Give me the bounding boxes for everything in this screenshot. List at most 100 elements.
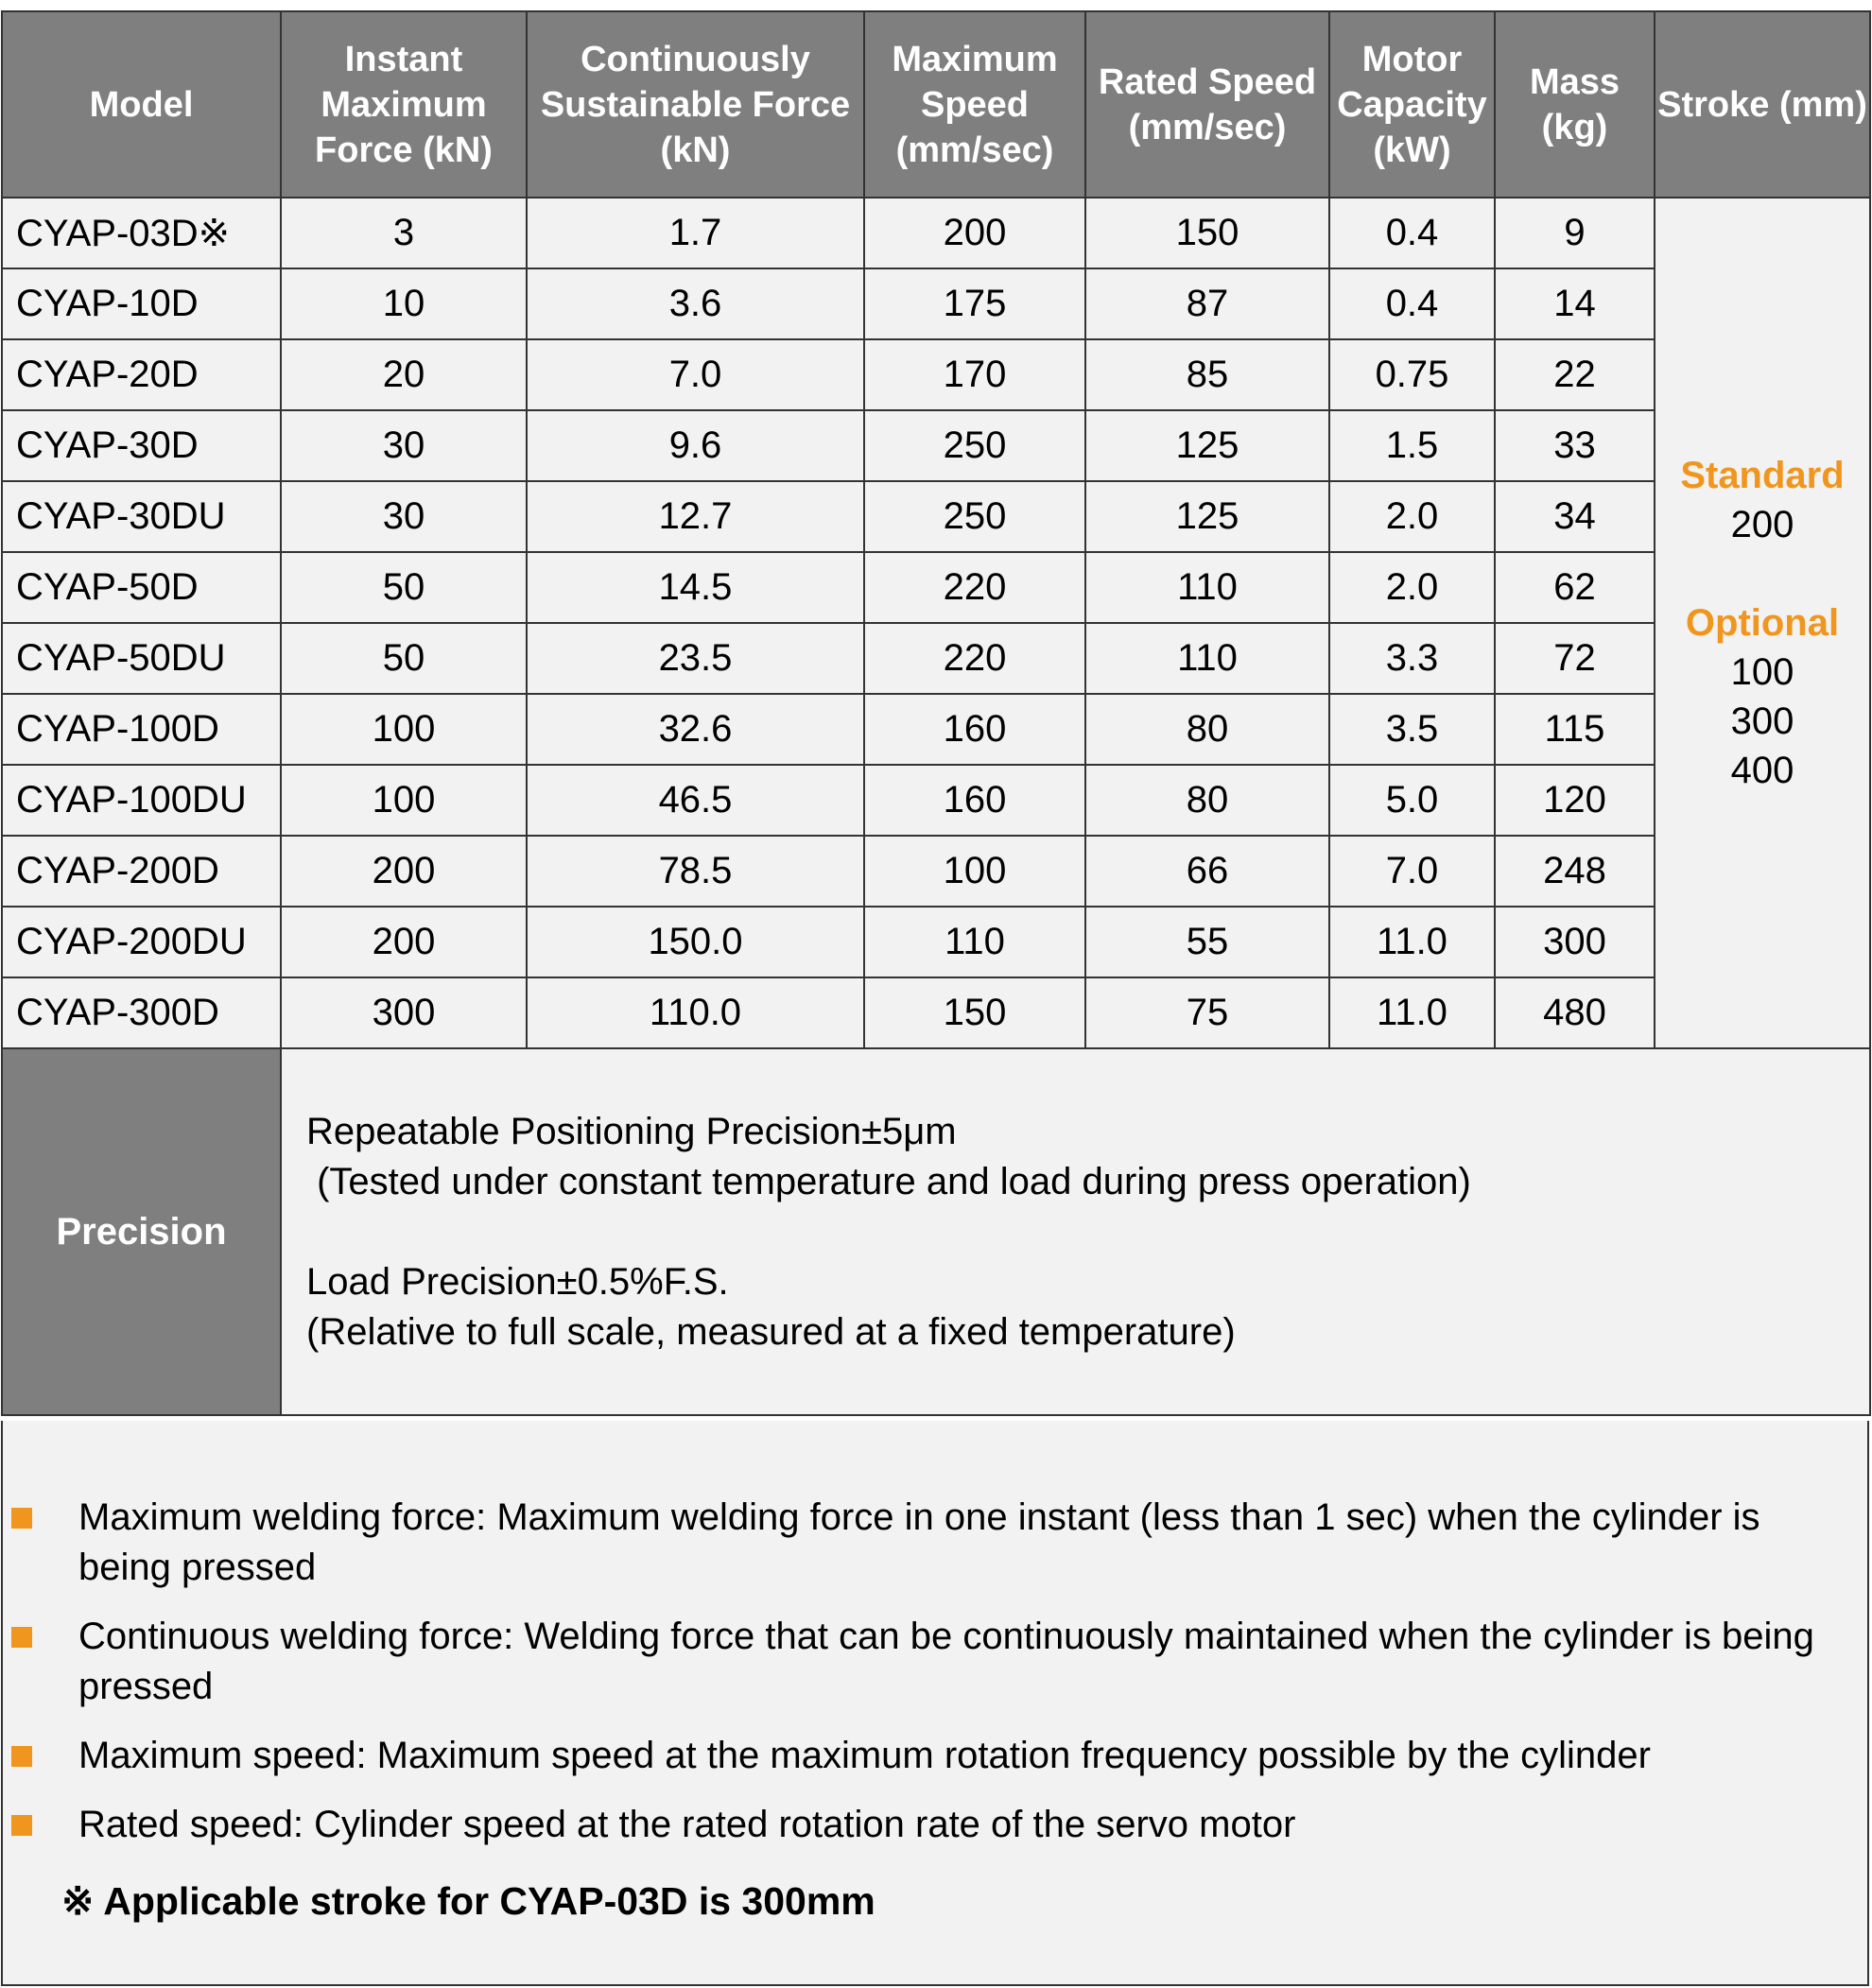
value-cell: 72 xyxy=(1494,622,1655,695)
value-cell: 220 xyxy=(863,622,1086,695)
value-cell: 200 xyxy=(280,906,528,978)
value-cell: 11.0 xyxy=(1328,977,1496,1049)
table-row: CYAP-200D 200 78.5 100 66 7.0 248 xyxy=(1,835,1870,908)
note-text: Maximum speed: Maximum speed at the maxi… xyxy=(78,1735,1651,1776)
value-cell: 0.4 xyxy=(1328,197,1496,269)
value-cell: 80 xyxy=(1084,693,1330,766)
orange-square-bullet-icon xyxy=(11,1815,32,1836)
table-row: CYAP-300D 300 110.0 150 75 11.0 480 xyxy=(1,977,1870,1049)
value-cell: 12.7 xyxy=(526,480,865,553)
model-cell: CYAP-30DU xyxy=(1,480,282,553)
value-cell: 14 xyxy=(1494,268,1655,340)
table-row: CYAP-10D 10 3.6 175 87 0.4 14 xyxy=(1,268,1870,340)
table-row: CYAP-100D 100 32.6 160 80 3.5 115 xyxy=(1,693,1870,766)
value-cell: 1.7 xyxy=(526,197,865,269)
value-cell: 55 xyxy=(1084,906,1330,978)
model-cell: CYAP-300D xyxy=(1,977,282,1049)
value-cell: 2.0 xyxy=(1328,480,1496,553)
value-cell: 30 xyxy=(280,480,528,553)
precision-label: Precision xyxy=(1,1047,282,1416)
stroke-standard-label: Standard xyxy=(1680,455,1845,496)
value-cell: 14.5 xyxy=(526,551,865,624)
value-cell: 160 xyxy=(863,764,1086,837)
stroke-cell: Standard 200 Optional 100 300 400 xyxy=(1654,197,1871,1049)
value-cell: 125 xyxy=(1084,409,1330,482)
table-row: CYAP-50DU 50 23.5 220 110 3.3 72 xyxy=(1,622,1870,695)
orange-square-bullet-icon xyxy=(11,1508,32,1529)
value-cell: 50 xyxy=(280,622,528,695)
value-cell: 3.3 xyxy=(1328,622,1496,695)
table-row: CYAP-20D 20 7.0 170 85 0.75 22 xyxy=(1,338,1870,411)
spec-table: Model Instant Maximum Force (kN) Continuou… xyxy=(1,10,1871,1416)
model-cell: CYAP-200DU xyxy=(1,906,282,978)
value-cell: 150 xyxy=(1084,197,1330,269)
value-cell: 3.5 xyxy=(1328,693,1496,766)
value-cell: 5.0 xyxy=(1328,764,1496,837)
value-cell: 11.0 xyxy=(1328,906,1496,978)
column-header: Model xyxy=(1,10,282,199)
header-row: Model Instant Maximum Force (kN) Continuou… xyxy=(1,10,1871,199)
value-cell: 250 xyxy=(863,480,1086,553)
model-cell: CYAP-50D xyxy=(1,551,282,624)
model-cell: CYAP-30D xyxy=(1,409,282,482)
model-cell: CYAP-03D※ xyxy=(1,197,282,269)
footnote: ※ Applicable stroke for CYAP-03D is 300m… xyxy=(61,1879,875,1923)
table-row: CYAP-30DU 30 12.7 250 125 2.0 34 xyxy=(1,480,1870,553)
value-cell: 110 xyxy=(863,906,1086,978)
precision-line: Load Precision±0.5%F.S. xyxy=(306,1260,729,1303)
spec-table-container: Model Instant Maximum Force (kN) Continuou… xyxy=(1,10,1871,1416)
model-cell: CYAP-100DU xyxy=(1,764,282,837)
value-cell: 33 xyxy=(1494,409,1655,482)
stroke-optional-label: Optional xyxy=(1685,602,1840,644)
value-cell: 115 xyxy=(1494,693,1655,766)
table-row: CYAP-30D 30 9.6 250 125 1.5 33 xyxy=(1,409,1870,482)
value-cell: 0.75 xyxy=(1328,338,1496,411)
value-cell: 34 xyxy=(1494,480,1655,553)
column-header: Continuously Sustainable Force (kN) xyxy=(526,10,865,199)
note-text: Maximum welding force: Maximum welding f… xyxy=(78,1496,1760,1588)
stroke-optional-value: 400 xyxy=(1730,750,1794,791)
column-header: Maximum Speed (mm/sec) xyxy=(863,10,1086,199)
value-cell: 170 xyxy=(863,338,1086,411)
value-cell: 0.4 xyxy=(1328,268,1496,340)
value-cell: 100 xyxy=(863,835,1086,908)
value-cell: 7.0 xyxy=(526,338,865,411)
value-cell: 3 xyxy=(280,197,528,269)
value-cell: 7.0 xyxy=(1328,835,1496,908)
model-cell: CYAP-20D xyxy=(1,338,282,411)
model-cell: CYAP-10D xyxy=(1,268,282,340)
value-cell: 22 xyxy=(1494,338,1655,411)
value-cell: 125 xyxy=(1084,480,1330,553)
column-header: Mass (kg) xyxy=(1494,10,1655,199)
precision-row: Precision Repeatable Positioning Precisi… xyxy=(1,1047,1871,1416)
value-cell: 100 xyxy=(280,693,528,766)
value-cell: 85 xyxy=(1084,338,1330,411)
value-cell: 10 xyxy=(280,268,528,340)
model-cell: CYAP-50DU xyxy=(1,622,282,695)
value-cell: 250 xyxy=(863,409,1086,482)
column-header: Motor Capacity (kW) xyxy=(1328,10,1496,199)
value-cell: 100 xyxy=(280,764,528,837)
value-cell: 110 xyxy=(1084,622,1330,695)
table-row: CYAP-03D※ 3 1.7 200 150 0.4 9 Standard 200 Option… xyxy=(1,197,1871,1049)
table-row: CYAP-100DU 100 46.5 160 80 5.0 120 xyxy=(1,764,1870,837)
value-cell: 66 xyxy=(1084,835,1330,908)
precision-line: (Relative to full scale, measured at a f… xyxy=(306,1310,1236,1353)
value-cell: 9 xyxy=(1494,197,1655,269)
note-text: Continuous welding force: Welding force … xyxy=(78,1616,1814,1707)
value-cell: 20 xyxy=(280,338,528,411)
stroke-optional-value: 300 xyxy=(1730,700,1794,742)
value-cell: 248 xyxy=(1494,835,1655,908)
precision-details: Repeatable Positioning Precision±5μm (Te… xyxy=(280,1047,1871,1416)
value-cell: 200 xyxy=(863,197,1086,269)
value-cell: 1.5 xyxy=(1328,409,1496,482)
value-cell: 2.0 xyxy=(1328,551,1496,624)
value-cell: 200 xyxy=(280,835,528,908)
column-header: Stroke (mm) xyxy=(1654,10,1871,199)
model-cell: CYAP-200D xyxy=(1,835,282,908)
value-cell: 300 xyxy=(280,977,528,1049)
orange-square-bullet-icon xyxy=(11,1746,32,1767)
table-row: CYAP-200DU 200 150.0 110 55 11.0 300 xyxy=(1,906,1870,978)
value-cell: 110.0 xyxy=(526,977,865,1049)
value-cell: 46.5 xyxy=(526,764,865,837)
